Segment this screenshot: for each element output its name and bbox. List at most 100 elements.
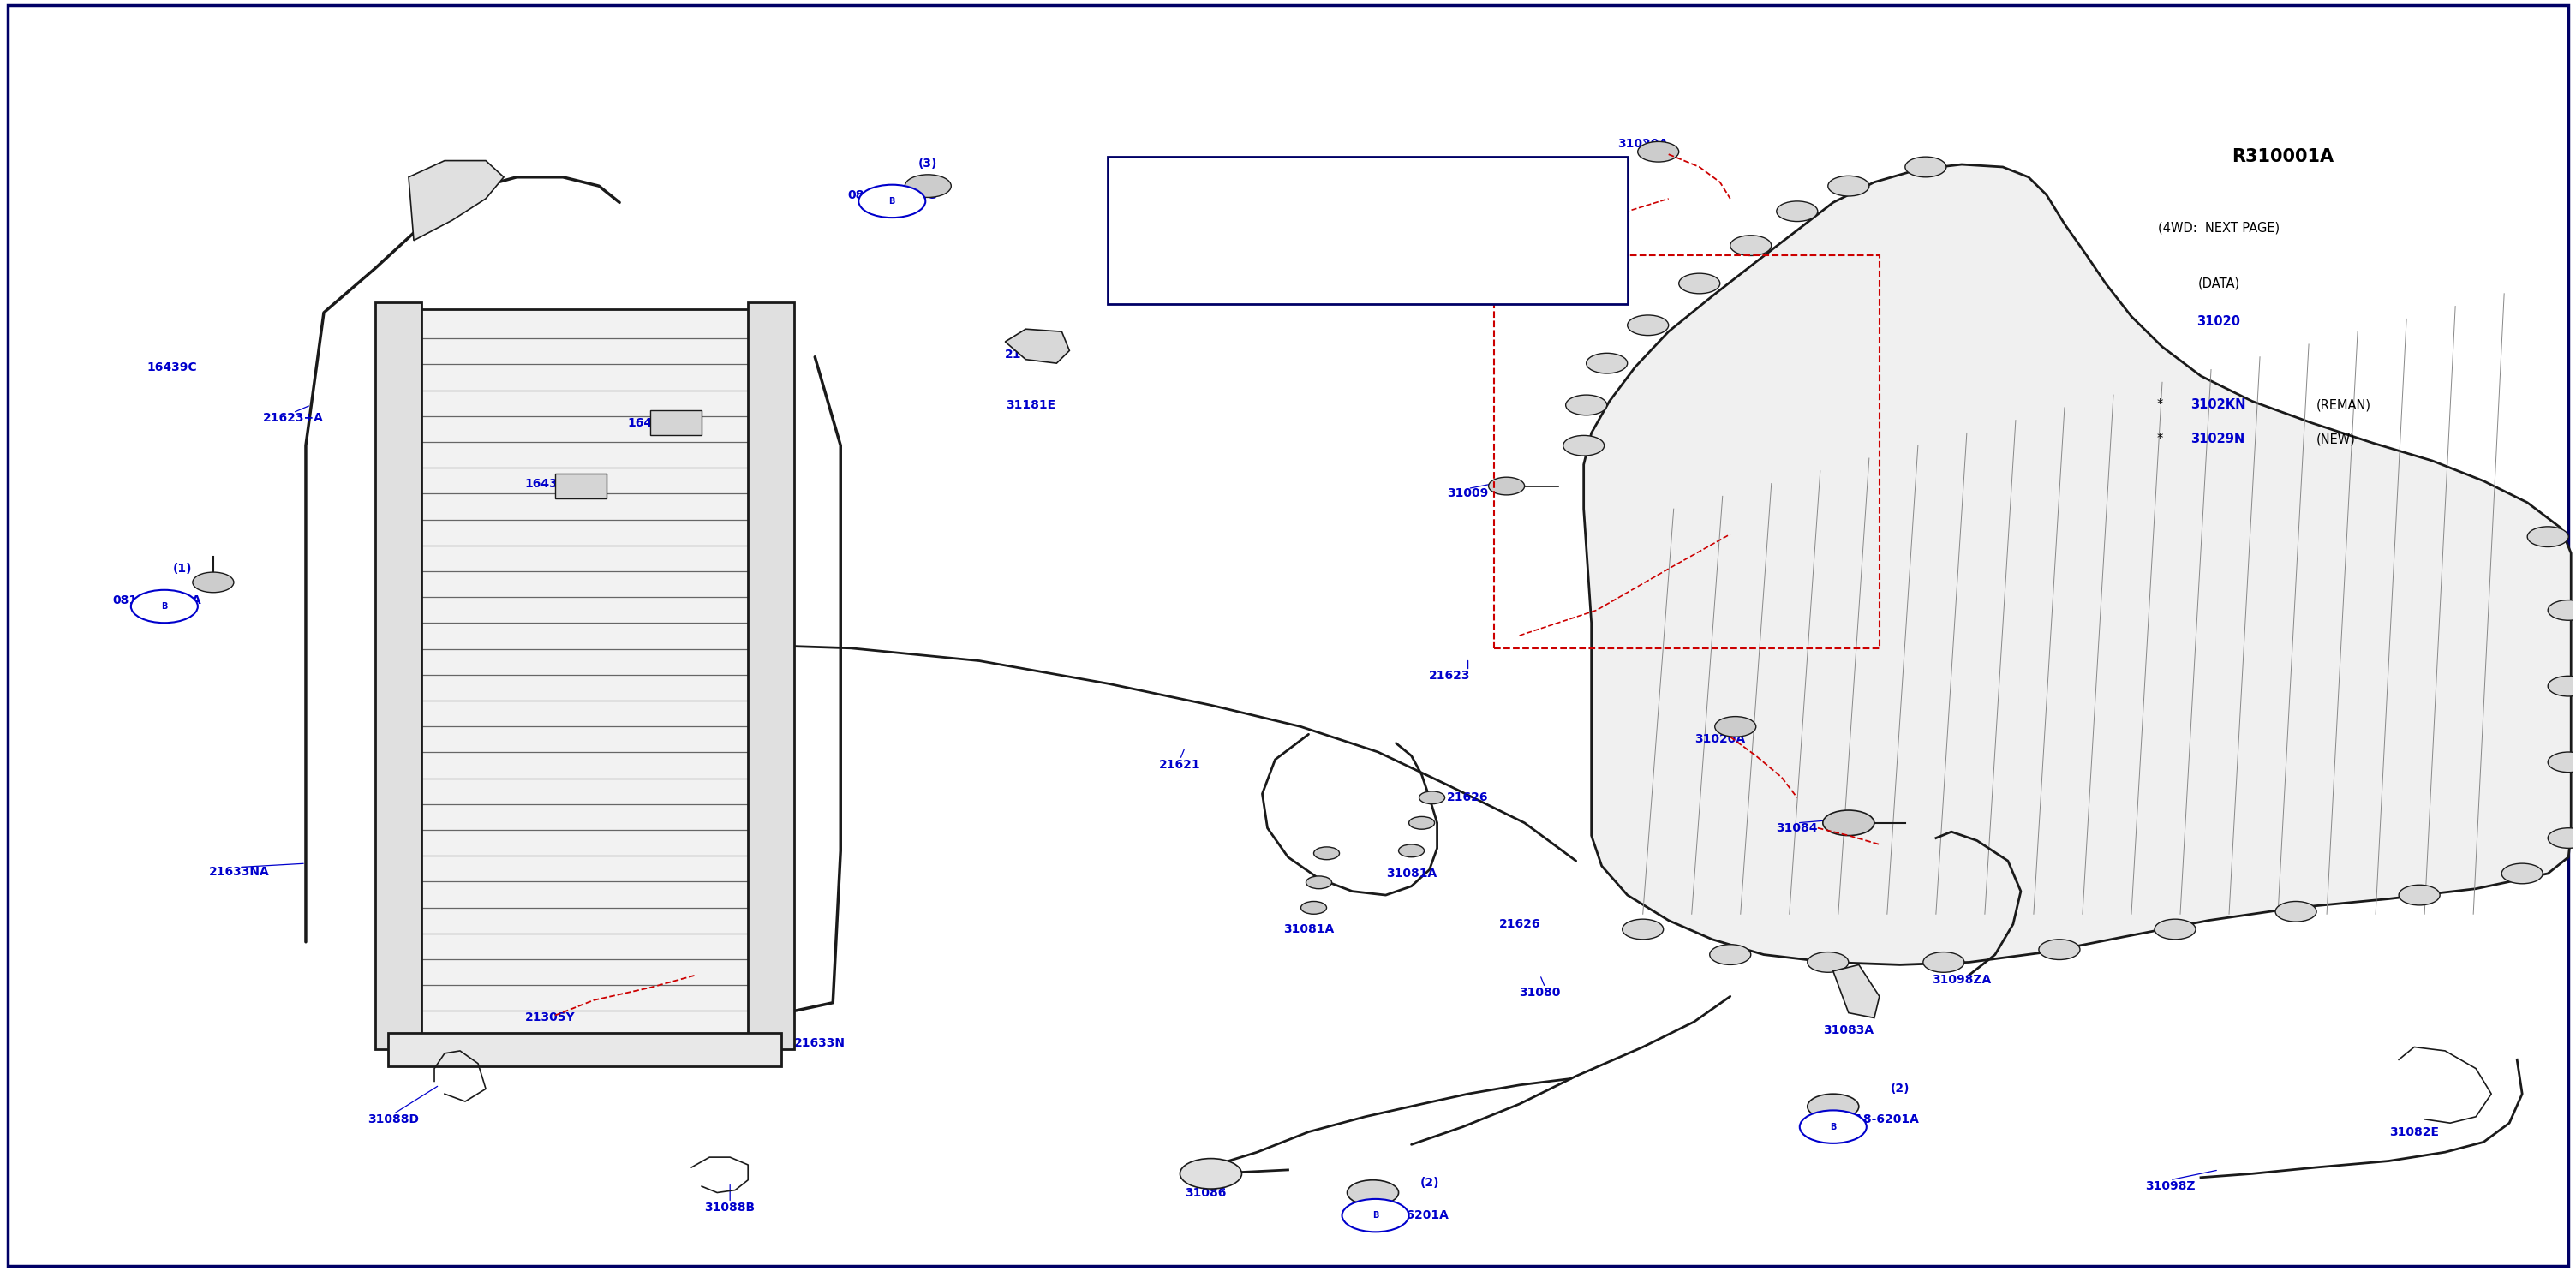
Text: 21623+A: 21623+A	[263, 412, 325, 423]
Text: 21647: 21647	[1005, 348, 1046, 361]
Text: 31084: 31084	[1777, 822, 1819, 834]
Circle shape	[1587, 353, 1628, 374]
Text: 21621: 21621	[1159, 759, 1200, 770]
Text: 21636M: 21636M	[412, 197, 466, 208]
Polygon shape	[389, 1033, 781, 1066]
Circle shape	[1564, 436, 1605, 456]
Text: B: B	[889, 197, 896, 206]
Circle shape	[2548, 752, 2576, 773]
Polygon shape	[747, 302, 793, 1050]
Circle shape	[2548, 600, 2576, 620]
Circle shape	[1638, 141, 1680, 161]
Text: 31086: 31086	[1185, 1187, 1226, 1199]
Text: 31029N: 31029N	[2190, 433, 2244, 446]
Text: 16439C: 16439C	[147, 361, 198, 374]
Text: 21633NA: 21633NA	[209, 867, 270, 878]
Text: 3102KN: 3102KN	[2190, 399, 2246, 412]
Text: (NEW): (NEW)	[2316, 433, 2357, 446]
Circle shape	[1680, 273, 1721, 294]
Circle shape	[1180, 1158, 1242, 1188]
Text: 21633N: 21633N	[793, 1037, 845, 1050]
Circle shape	[1623, 919, 1664, 939]
Text: 081A8-6201A: 081A8-6201A	[1829, 1113, 1919, 1125]
Polygon shape	[410, 160, 505, 240]
Polygon shape	[1584, 164, 2571, 965]
Circle shape	[1716, 717, 1757, 737]
Circle shape	[2038, 939, 2079, 960]
Polygon shape	[402, 309, 768, 1043]
Text: 31080: 31080	[1520, 986, 1561, 999]
Text: 21626: 21626	[1499, 918, 1540, 930]
Text: 31081A: 31081A	[1283, 923, 1334, 935]
Text: 31009: 31009	[1448, 488, 1489, 500]
Circle shape	[1731, 235, 1772, 255]
Text: 31181E: 31181E	[1007, 399, 1056, 411]
Circle shape	[2548, 827, 2576, 848]
Text: 31083A: 31083A	[1824, 1024, 1873, 1037]
Text: 08146-6122G: 08146-6122G	[848, 189, 938, 201]
Circle shape	[131, 590, 198, 623]
Text: (4WD:  NEXT PAGE): (4WD: NEXT PAGE)	[2159, 221, 2280, 234]
Circle shape	[1808, 952, 1850, 972]
Text: 21623: 21623	[1430, 670, 1471, 683]
Text: 21305Y: 21305Y	[526, 1012, 574, 1024]
Circle shape	[1489, 477, 1525, 494]
Circle shape	[858, 184, 925, 217]
Circle shape	[2154, 919, 2195, 939]
Circle shape	[904, 174, 951, 197]
Text: 08168-6162A: 08168-6162A	[113, 594, 201, 606]
Circle shape	[2527, 526, 2568, 547]
Text: *: *	[2156, 399, 2172, 412]
Text: 31088B: 31088B	[706, 1202, 755, 1214]
Polygon shape	[376, 302, 422, 1050]
Circle shape	[1314, 846, 1340, 859]
Polygon shape	[556, 473, 605, 498]
Text: 31098Z: 31098Z	[2146, 1181, 2195, 1192]
Circle shape	[1824, 810, 1875, 835]
Text: 16439C: 16439C	[526, 478, 574, 489]
Circle shape	[1566, 395, 1607, 416]
Circle shape	[1777, 201, 1819, 221]
Circle shape	[2501, 863, 2543, 883]
Circle shape	[2275, 901, 2316, 921]
Text: (3): (3)	[920, 158, 938, 169]
Circle shape	[1419, 792, 1445, 805]
Polygon shape	[1834, 965, 1880, 1018]
Text: (1): (1)	[173, 562, 193, 574]
Circle shape	[2548, 676, 2576, 697]
Text: 31020: 31020	[2197, 315, 2241, 328]
Circle shape	[1801, 1111, 1868, 1143]
Polygon shape	[649, 411, 701, 436]
Text: 081A8-6201A: 081A8-6201A	[1358, 1210, 1448, 1221]
Circle shape	[1628, 315, 1669, 336]
Text: (2): (2)	[1419, 1177, 1440, 1188]
Text: B: B	[1373, 1211, 1378, 1220]
Circle shape	[1829, 175, 1870, 196]
Text: (REMAN): (REMAN)	[2316, 399, 2372, 412]
Circle shape	[1342, 1199, 1409, 1232]
Text: (2): (2)	[1891, 1083, 1909, 1094]
Bar	[1494, 255, 1880, 648]
Text: (DATA): (DATA)	[2197, 277, 2239, 290]
Text: R310001A: R310001A	[2231, 149, 2334, 165]
Text: 21626: 21626	[1448, 792, 1489, 803]
Text: *: *	[2156, 433, 2172, 446]
Text: 16439C: 16439C	[629, 417, 677, 428]
Text: MUST BE PROGRAMMED DATA.: MUST BE PROGRAMMED DATA.	[1278, 187, 1458, 200]
Text: 31098ZA: 31098ZA	[1932, 974, 1991, 986]
Circle shape	[1301, 901, 1327, 914]
Text: *ATTENTION:  TRANSMISSION: *ATTENTION: TRANSMISSION	[1275, 261, 1461, 273]
Circle shape	[1808, 1094, 1860, 1120]
FancyBboxPatch shape	[1108, 156, 1628, 304]
Circle shape	[1306, 876, 1332, 888]
Text: 31082E: 31082E	[2391, 1126, 2439, 1138]
Circle shape	[1347, 1179, 1399, 1205]
Text: 31081A: 31081A	[1386, 868, 1437, 880]
Text: B: B	[1829, 1122, 1837, 1131]
Text: 31020A: 31020A	[1618, 139, 1669, 150]
Text: 31020A: 31020A	[1695, 733, 1747, 745]
Circle shape	[1906, 156, 1947, 177]
Text: (31029N / 3102KN): (31029N / 3102KN)	[1303, 224, 1432, 236]
Circle shape	[1924, 952, 1965, 972]
Circle shape	[1409, 816, 1435, 829]
